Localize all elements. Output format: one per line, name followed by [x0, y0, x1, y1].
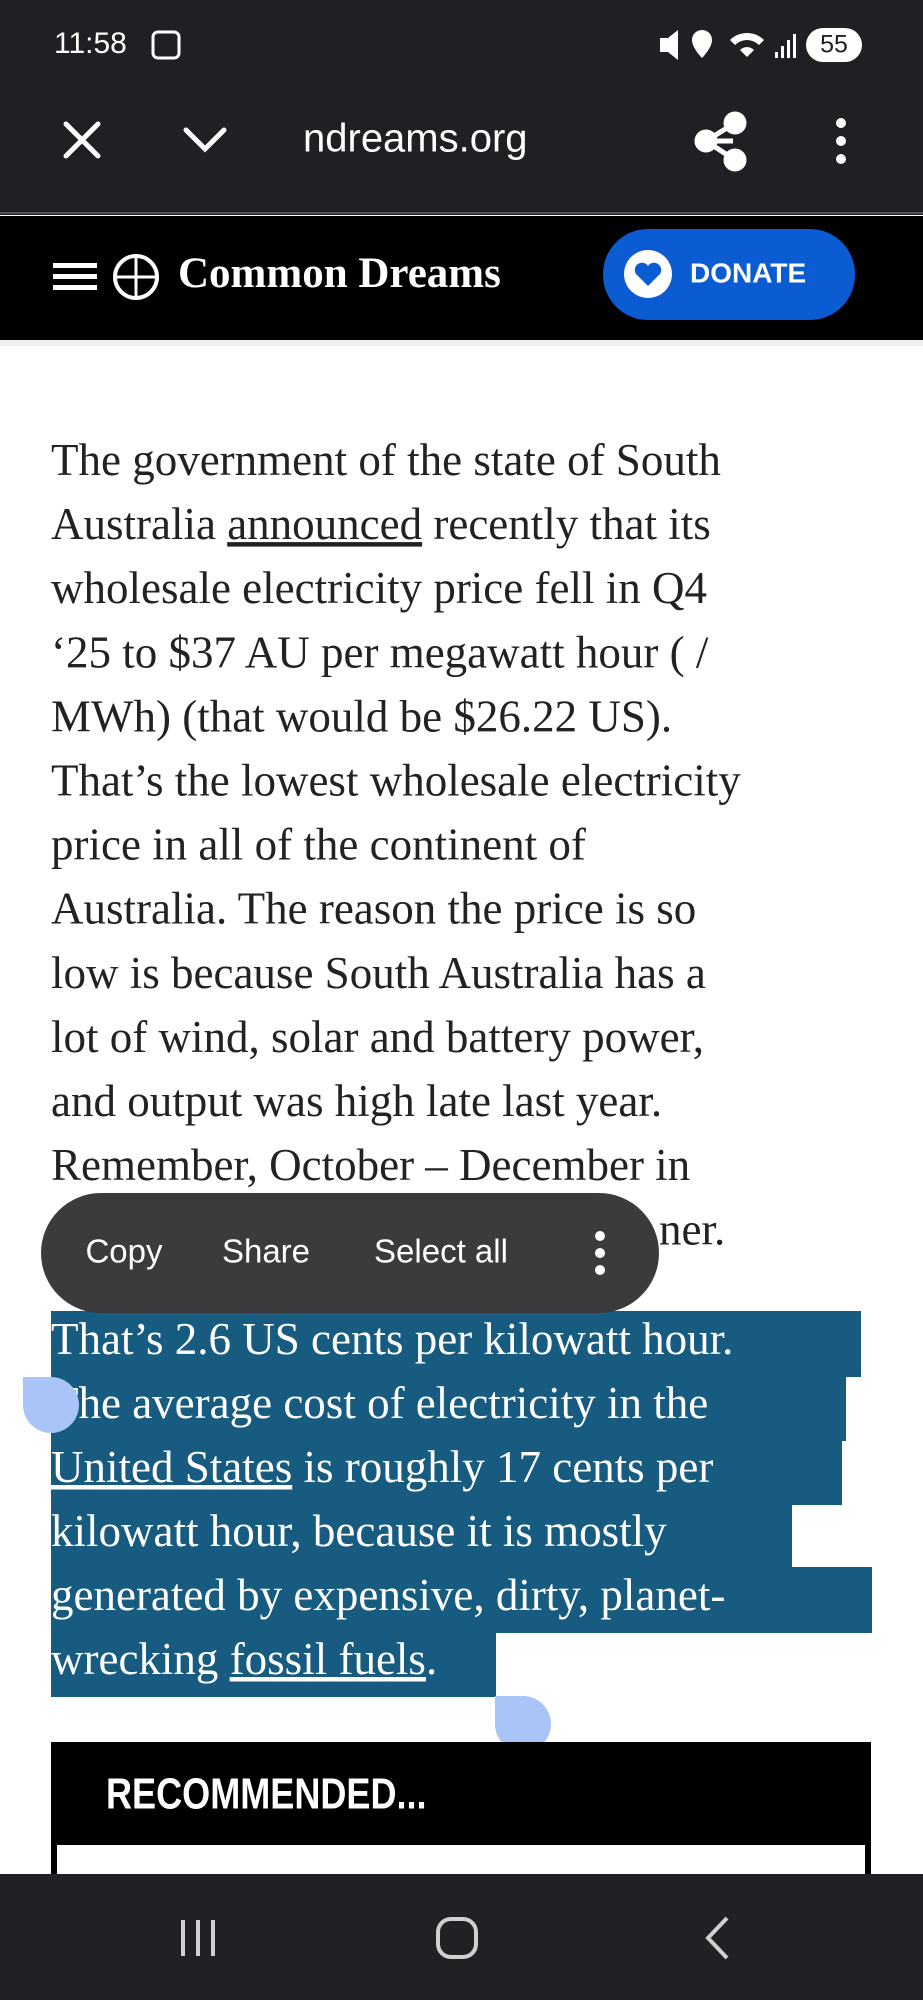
context-menu [41, 1193, 659, 1313]
article-line: That’s the lowest wholesale electricity [51, 756, 741, 806]
text-run: Australia [51, 499, 227, 549]
selection-highlight [51, 1375, 846, 1441]
article-line: The average cost of electricity in the [51, 1378, 708, 1428]
menu-item[interactable]: Copy [85, 1233, 163, 1270]
recommended-title: RECOMMENDED... [106, 1769, 427, 1818]
globe-lines [115, 256, 157, 298]
link[interactable]: fossil fuels [230, 1634, 426, 1684]
text-run: generated by expensive, dirty, planet- [51, 1570, 725, 1620]
text-run: ‘25 to $37 AU per megawatt hour ( / [51, 628, 709, 678]
text-run: and output was high late last year. [51, 1076, 662, 1126]
text-run: . [426, 1634, 437, 1684]
menu-item[interactable]: Share [222, 1233, 310, 1270]
selection-highlight [51, 1631, 496, 1697]
link[interactable]: United States [51, 1442, 292, 1492]
text-run: Remember, October – December in [51, 1140, 690, 1190]
article-line: low is because South Australia has a [51, 948, 706, 998]
selection-highlight [51, 1567, 872, 1633]
battery [806, 28, 862, 62]
menu-more[interactable] [595, 1231, 605, 1275]
article-line: and output was high late last year. [51, 1076, 662, 1126]
screenshot-icon [151, 30, 181, 60]
article-line: Australia. The reason the price is so [51, 884, 696, 934]
context-menu-items: Copy Share Select all [85, 1233, 507, 1270]
url[interactable]: ndreams.org [303, 117, 528, 161]
selection-highlight [51, 1311, 861, 1377]
text-run: The government of the state of South [51, 435, 721, 485]
header-shadow [0, 340, 923, 346]
text-run: lot of wind, solar and battery power, [51, 1012, 704, 1062]
text-run: price in all of the continent of [51, 820, 586, 870]
article-line: lot of wind, solar and battery power, [51, 1012, 704, 1062]
article-line: That’s 2.6 US cents per kilowatt hour. [51, 1314, 733, 1364]
site-logo[interactable]: Common Dreams [178, 250, 501, 297]
close-button[interactable] [63, 121, 101, 159]
article-line: The government of the state of South [51, 435, 721, 485]
text-run: wrecking [51, 1634, 230, 1684]
selection-handle-end[interactable] [495, 1696, 551, 1752]
article-line: ‘25 to $37 AU per megawatt hour ( / [51, 628, 709, 678]
text-run: Australia. The reason the price is so [51, 884, 696, 934]
text-run: kilowatt hour, because it is mostly [51, 1506, 667, 1556]
article: The government of the state of South Aust… [51, 435, 872, 1697]
text-run: That’s the lowest wholesale electricity [51, 756, 741, 806]
article-line-fragment: ner. [659, 1205, 725, 1255]
article-line: Australia announced recently that its [51, 499, 711, 549]
link[interactable]: announced [227, 499, 422, 549]
article-line: Remember, October – December in [51, 1140, 690, 1190]
top-bar [0, 0, 923, 215]
menu-button[interactable] [836, 118, 846, 164]
donate-label[interactable]: DONATE [690, 257, 806, 288]
recent-apps[interactable] [181, 1920, 215, 1956]
status-icons [660, 30, 796, 60]
article-line: generated by expensive, dirty, planet- [51, 1570, 725, 1620]
text-run: low is because South Australia has a [51, 948, 706, 998]
article-line: price in all of the continent of [51, 820, 586, 870]
article-line: United States is roughly 17 cents per [51, 1442, 713, 1492]
collapse-button[interactable] [183, 127, 227, 153]
home-button[interactable] [436, 1917, 478, 1959]
hamburger[interactable] [53, 263, 97, 290]
article-line: wrecking fossil fuels. [51, 1634, 437, 1684]
article-line: wholesale electricity price fell in Q4 [51, 564, 707, 614]
text-run: wholesale electricity price fell in Q4 [51, 564, 707, 614]
article-line: kilowatt hour, because it is mostly [51, 1506, 667, 1556]
share-button[interactable] [694, 111, 747, 172]
selection-handle-start[interactable] [23, 1377, 79, 1433]
text-run: The average cost of electricity in the [51, 1378, 708, 1428]
article-line: MWh) (that would be $26.22 US). [51, 692, 672, 742]
text-run: MWh) (that would be $26.22 US). [51, 692, 672, 742]
selection-highlight [51, 1503, 792, 1569]
selection-highlight [51, 1439, 842, 1505]
clock: 11:58 [54, 27, 127, 60]
menu-item[interactable]: Select all [374, 1233, 508, 1270]
text-run: is roughly 17 cents per [292, 1442, 713, 1492]
nav-bar [0, 1874, 923, 2000]
battery-level: 55 [820, 31, 848, 59]
donate-button[interactable] [603, 229, 855, 320]
back-button[interactable] [705, 1916, 729, 1960]
heart-icon [634, 262, 662, 286]
text-run: That’s 2.6 US cents per kilowatt hour. [51, 1314, 733, 1364]
text-run: recently that its [422, 499, 711, 549]
